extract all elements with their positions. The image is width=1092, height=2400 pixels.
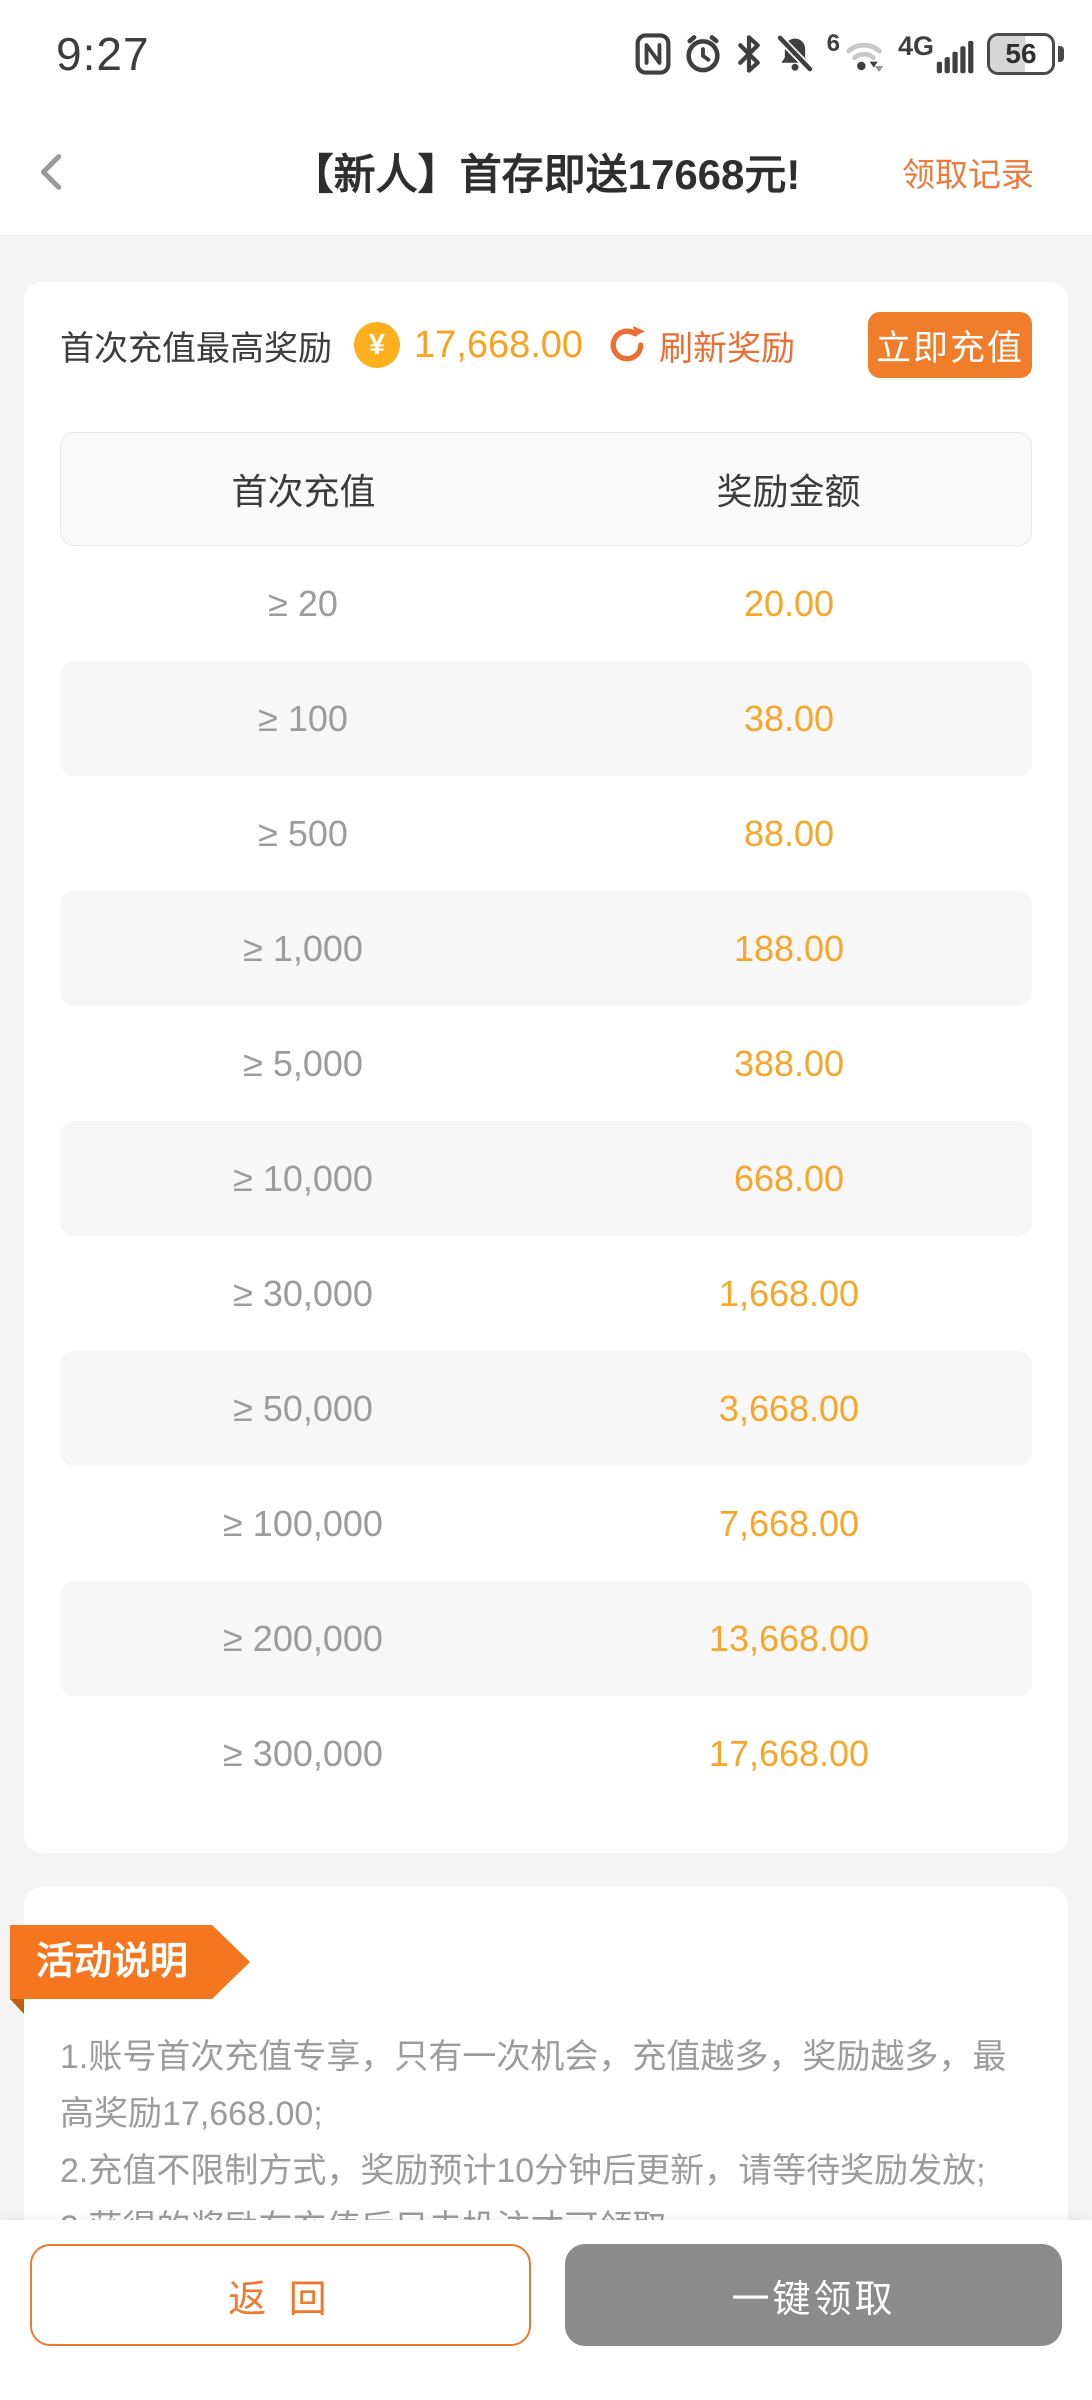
bonus-amount: 88.00 — [743, 812, 835, 854]
bluetooth-icon — [735, 33, 763, 75]
claim-all-button[interactable]: 一键领取 — [565, 2244, 1062, 2346]
table-row: ≥ 200,000 13,668.00 — [60, 1581, 1032, 1696]
deposit-threshold: ≥ 100,000 — [223, 1502, 383, 1544]
table-row: ≥ 5,000 388.00 — [60, 1006, 1032, 1121]
wifi-generation-badge: 6 — [826, 30, 840, 57]
deposit-threshold: ≥ 1,000 — [243, 927, 363, 969]
note-item: 2.充值不限制方式，奖励预计10分钟后更新，请等待奖励发放; — [60, 2152, 986, 2190]
refresh-icon — [605, 323, 649, 367]
deposit-now-button[interactable]: 立即充值 — [868, 312, 1032, 378]
network-type-label: 4G — [897, 31, 934, 61]
bonus-amount: 188.00 — [733, 927, 845, 969]
coin-icon: ¥ — [354, 322, 400, 368]
bonus-amount: 1,668.00 — [718, 1272, 860, 1314]
battery-nub — [1058, 46, 1064, 62]
clock-time: 9:27 — [56, 28, 150, 80]
table-row: ≥ 300,000 17,668.00 — [60, 1696, 1032, 1811]
deposit-threshold: ≥ 20 — [268, 582, 338, 624]
max-reward-amount: 17,668.00 — [414, 323, 584, 366]
bonus-amount: 7,668.00 — [718, 1502, 860, 1544]
deposit-threshold: ≥ 200,000 — [223, 1617, 383, 1659]
table-row: ≥ 20 20.00 — [60, 546, 1032, 661]
refresh-reward-button[interactable]: 刷新奖励 — [605, 321, 795, 370]
ribbon-fold — [10, 1999, 24, 2014]
mute-icon — [774, 33, 816, 75]
page-title: 【新人】首存即送17668元! — [291, 151, 801, 198]
table-row: ≥ 10,000 668.00 — [60, 1121, 1032, 1236]
bonus-amount: 38.00 — [743, 697, 835, 739]
bonus-amount: 13,668.00 — [708, 1617, 870, 1659]
claim-record-link[interactable]: 领取记录 — [902, 155, 1034, 193]
table-row: ≥ 50,000 3,668.00 — [60, 1351, 1032, 1466]
bonus-table-header: 首次充值 奖励金额 — [60, 432, 1032, 546]
deposit-threshold: ≥ 50,000 — [233, 1387, 373, 1429]
deposit-threshold: ≥ 100 — [258, 697, 348, 739]
nav-bar: 【新人】首存即送17668元! 领取记录 — [0, 108, 1092, 236]
bonus-amount: 3,668.00 — [718, 1387, 860, 1429]
back-button[interactable] — [30, 149, 76, 195]
deposit-threshold: ≥ 10,000 — [233, 1157, 373, 1199]
bonus-amount: 388.00 — [733, 1042, 845, 1084]
table-row: ≥ 500 88.00 — [60, 776, 1032, 891]
table-row: ≥ 100,000 7,668.00 — [60, 1466, 1032, 1581]
deposit-threshold: ≥ 500 — [258, 812, 348, 854]
bonus-card: 首次充值最高奖励 ¥ 17,668.00 刷新奖励 立即充值 首次充值 奖励金额… — [24, 282, 1068, 1853]
table-row: ≥ 100 38.00 — [60, 661, 1032, 776]
alarm-icon — [682, 33, 724, 75]
note-item: 1.账号首次充值专享，只有一次机会，充值越多，奖励越多，最高奖励17,668.0… — [60, 2038, 1007, 2133]
battery-icon: 56 — [987, 33, 1064, 75]
deposit-threshold: ≥ 5,000 — [243, 1042, 363, 1084]
table-row: ≥ 30,000 1,668.00 — [60, 1236, 1032, 1351]
reward-summary-row: 首次充值最高奖励 ¥ 17,668.00 刷新奖励 立即充值 — [60, 310, 1032, 380]
battery-percent: 56 — [1005, 38, 1037, 69]
status-icons: 6 4G 56 — [635, 30, 1064, 75]
status-bar: 9:27 6 4G — [0, 0, 1092, 108]
column-header-bonus: 奖励金额 — [716, 471, 861, 512]
return-button[interactable]: 返 回 — [30, 2244, 531, 2346]
battery-fill — [990, 36, 1025, 72]
bonus-table-body: ≥ 20 20.00 ≥ 100 38.00 ≥ 500 88.00 ≥ 1,0… — [60, 546, 1032, 1811]
bonus-amount: 20.00 — [743, 582, 835, 624]
wifi-icon: 6 — [827, 30, 887, 74]
bonus-amount: 17,668.00 — [708, 1732, 870, 1774]
bonus-amount: 668.00 — [733, 1157, 845, 1199]
activity-notes-ribbon: 活动说明 — [10, 1925, 250, 1999]
deposit-threshold: ≥ 30,000 — [233, 1272, 373, 1314]
deposit-threshold: ≥ 300,000 — [223, 1732, 383, 1774]
max-reward-label: 首次充值最高奖励 — [60, 329, 332, 368]
signal-bars-icon: 4G — [897, 31, 976, 75]
column-header-deposit: 首次充值 — [231, 471, 376, 512]
nfc-icon — [635, 33, 671, 75]
refresh-reward-label: 刷新奖励 — [659, 329, 796, 368]
table-row: ≥ 1,000 188.00 — [60, 891, 1032, 1006]
footer-bar: 返 回 一键领取 — [0, 2220, 1092, 2400]
